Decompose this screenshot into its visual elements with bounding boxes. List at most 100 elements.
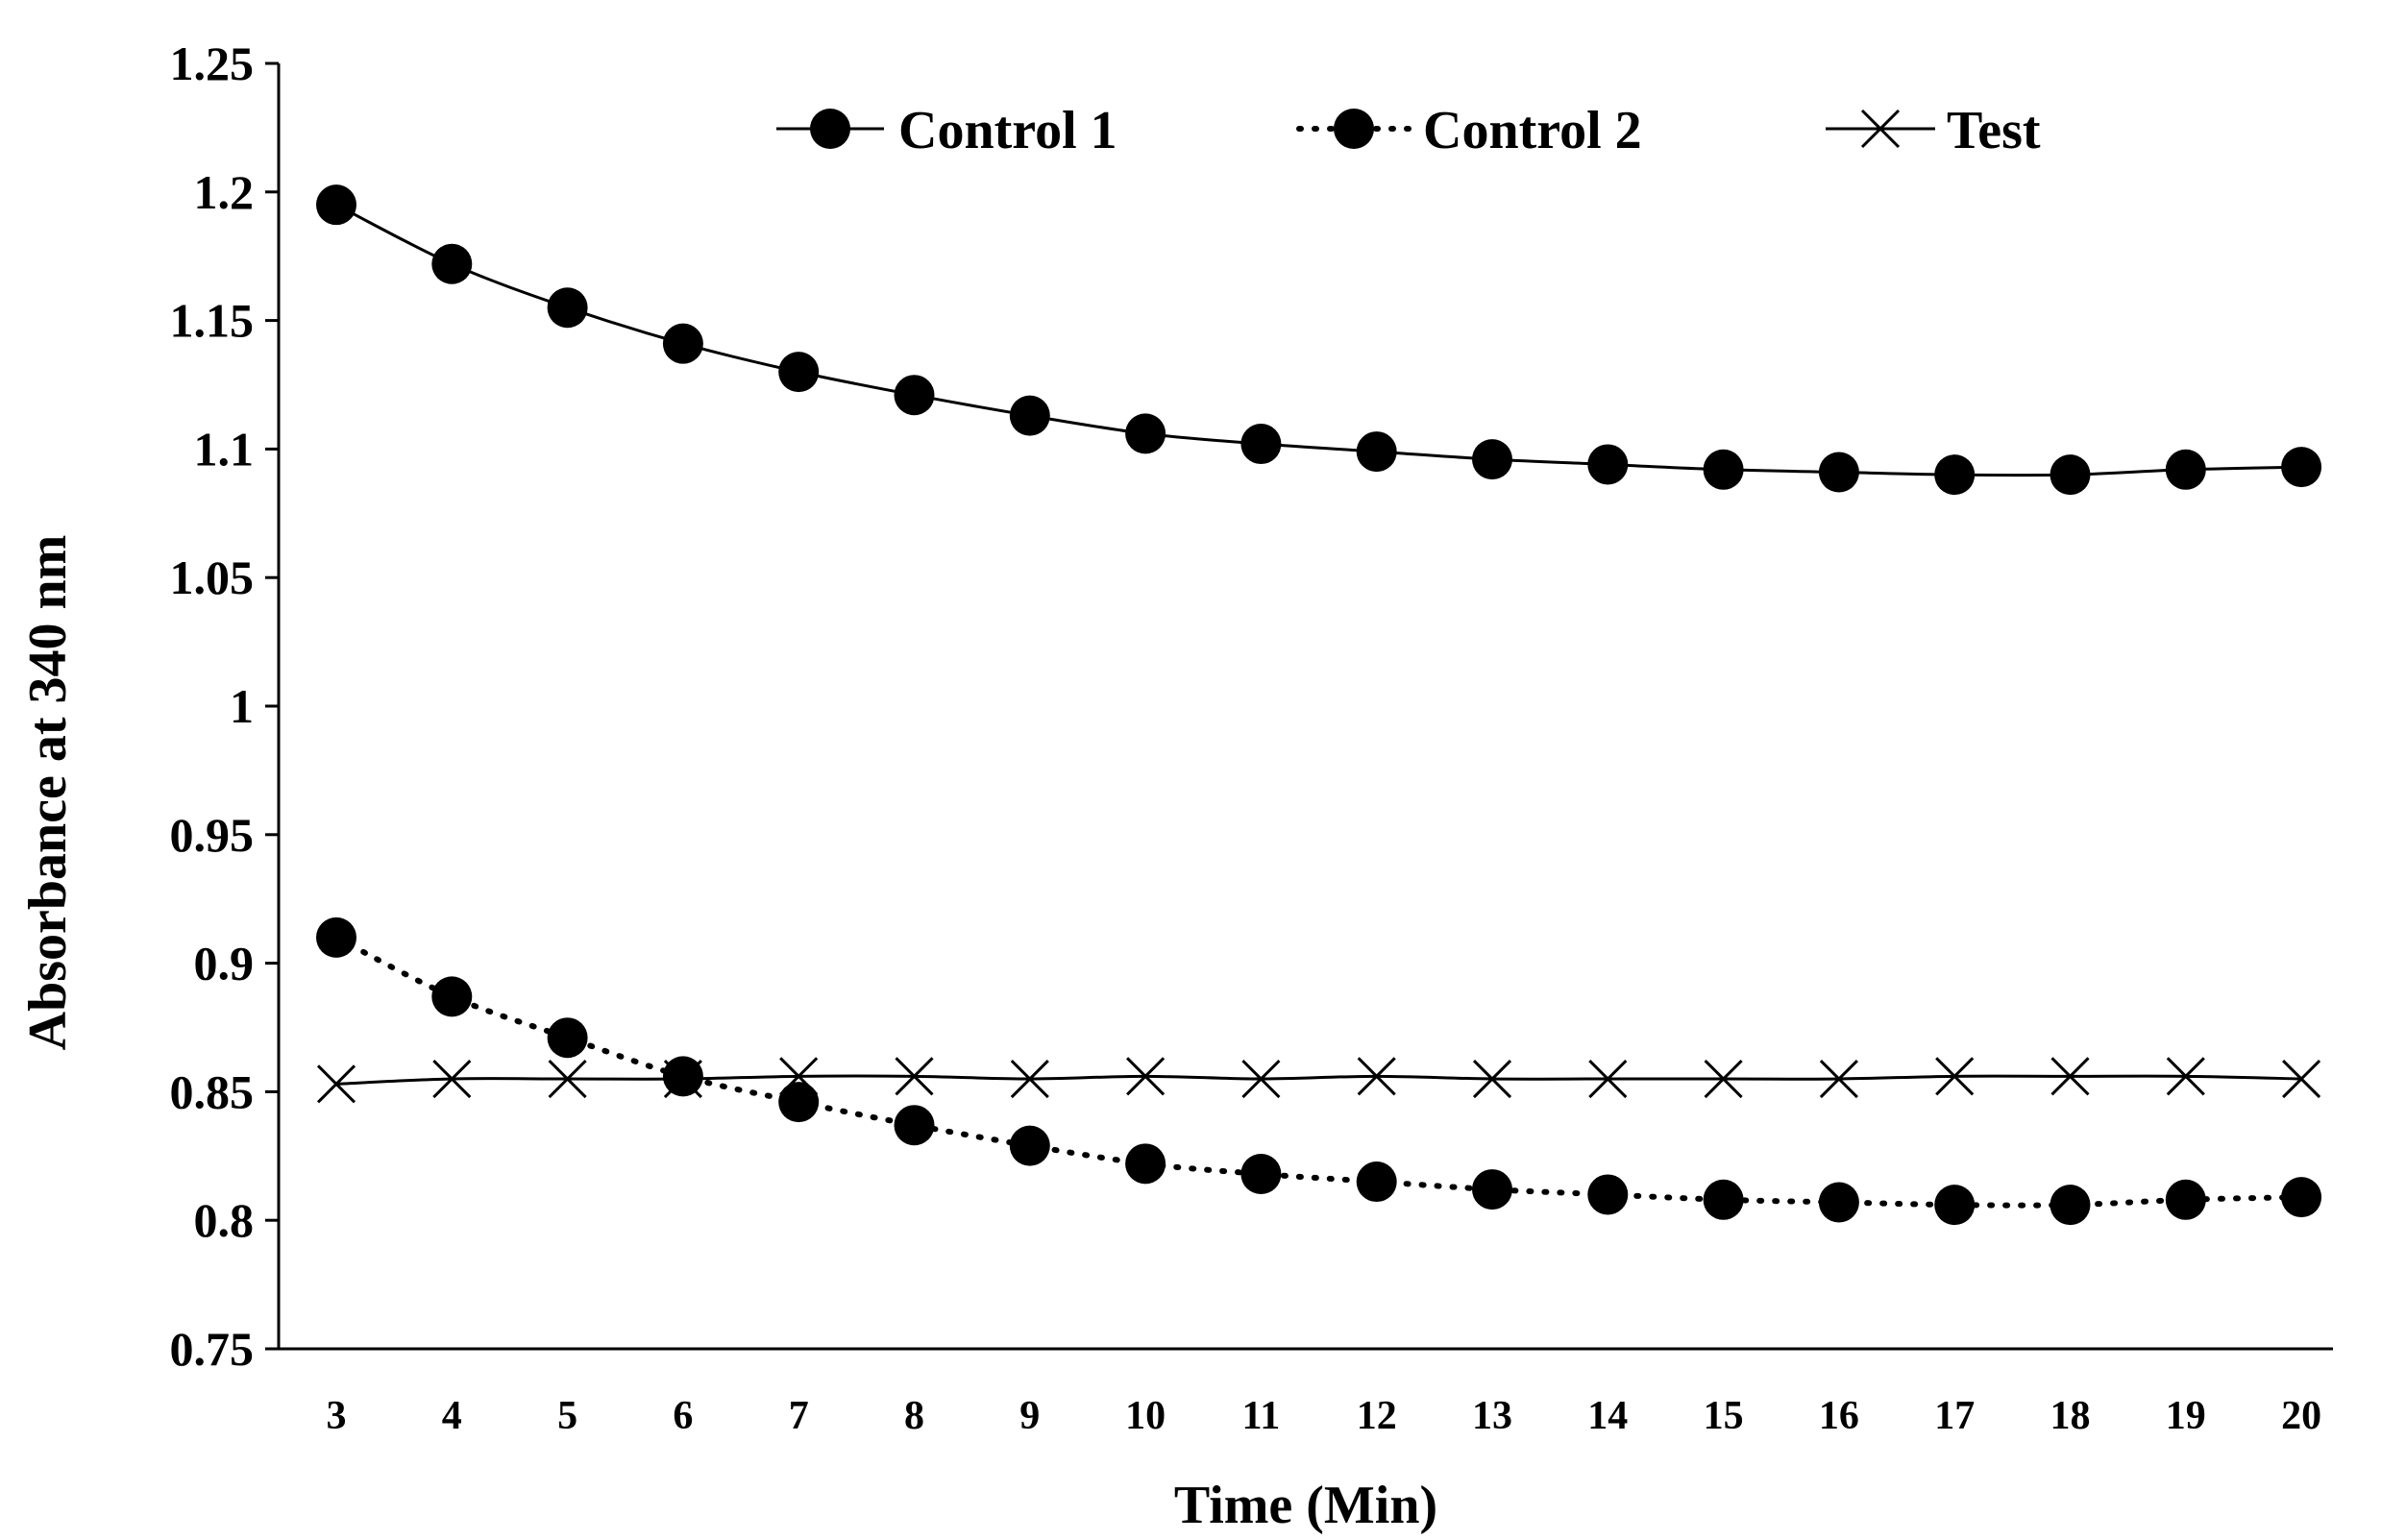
data-point: [1125, 413, 1166, 454]
data-point: [1819, 1059, 1858, 1099]
data-point: [1010, 1059, 1049, 1099]
legend-label: Control 1: [898, 101, 1117, 160]
data-point: [2281, 447, 2322, 488]
data-point: [1356, 1161, 1397, 1203]
x-marker-stroke: [1126, 1057, 1166, 1096]
y-tick-label: 0.75: [170, 1322, 255, 1376]
data-point: [431, 976, 473, 1017]
data-point: [1818, 1182, 1859, 1223]
data-point: [1241, 1059, 1281, 1099]
data-point: [663, 1059, 702, 1099]
x-marker-stroke: [1357, 1057, 1396, 1096]
legend-marker: [1860, 109, 1901, 149]
x-tick-label: 3: [327, 1394, 347, 1438]
y-tick-label: 1: [230, 679, 254, 733]
data-point: [894, 1105, 935, 1146]
data-point: [547, 1017, 588, 1059]
x-marker-stroke: [548, 1059, 587, 1099]
legend-marker: [1334, 109, 1374, 149]
x-marker-stroke: [1935, 1057, 1975, 1096]
y-tick-label: 0.85: [170, 1064, 255, 1118]
data-point: [1357, 1057, 1396, 1096]
legend-label: Test: [1947, 101, 2041, 160]
data-point: [2281, 1177, 2322, 1218]
legend-label: Control 2: [1423, 101, 1642, 160]
data-point: [432, 1059, 472, 1099]
y-tick-label: 1.1: [194, 422, 255, 476]
x-marker-stroke: [1588, 1059, 1628, 1099]
data-point: [778, 1082, 820, 1123]
data-point: [1009, 1125, 1050, 1166]
x-marker-stroke: [2282, 1059, 2321, 1099]
x-tick-label: 4: [442, 1394, 462, 1438]
series-control-1: [316, 184, 2322, 496]
data-point: [2050, 454, 2091, 496]
x-tick-label: 19: [2166, 1394, 2206, 1438]
x-marker-stroke: [1472, 1059, 1512, 1099]
series-test: [316, 1057, 2321, 1104]
data-point: [547, 287, 588, 329]
data-point: [1587, 444, 1629, 485]
x-tick-label: 8: [904, 1394, 924, 1438]
data-point: [1356, 431, 1397, 473]
y-tick-label: 1.05: [170, 550, 255, 604]
data-point: [1935, 1057, 1975, 1096]
x-marker-stroke: [2050, 1057, 2090, 1096]
data-point: [316, 917, 356, 958]
data-point: [778, 352, 820, 393]
data-point: [2165, 449, 2206, 490]
x-tick-label: 14: [1587, 1394, 1628, 1438]
x-tick-label: 7: [789, 1394, 809, 1438]
x-marker-stroke: [2166, 1057, 2205, 1096]
data-point: [1934, 1185, 1976, 1226]
y-axis-title: Absorbance at 340 nm: [18, 535, 78, 1051]
x-tick-label: 13: [1472, 1394, 1512, 1438]
x-marker-stroke: [1860, 109, 1901, 149]
data-point: [1587, 1174, 1629, 1215]
data-point: [1703, 1179, 1744, 1220]
data-point: [2282, 1059, 2321, 1099]
data-point: [1472, 439, 1512, 480]
x-marker-stroke: [663, 1059, 702, 1099]
x-tick-label: 9: [1019, 1394, 1040, 1438]
x-axis-title: Time (Min): [1174, 1476, 1437, 1535]
series-line: [335, 203, 2302, 477]
data-point: [2166, 1057, 2205, 1096]
data-point: [1240, 424, 1282, 465]
data-point: [1588, 1059, 1628, 1099]
y-tick-label: 1.2: [194, 165, 255, 219]
data-point: [1240, 1154, 1282, 1195]
data-point: [2050, 1057, 2090, 1096]
series-line: [335, 1074, 2302, 1086]
data-point: [2165, 1179, 2206, 1220]
x-marker-stroke: [1819, 1059, 1858, 1099]
x-marker-stroke: [316, 1064, 356, 1104]
x-tick-label: 16: [1819, 1394, 1859, 1438]
data-point: [316, 184, 356, 226]
data-point: [431, 243, 473, 284]
data-point: [1472, 1059, 1512, 1099]
x-tick-label: 18: [2050, 1394, 2091, 1438]
data-point: [2050, 1185, 2091, 1226]
data-point: [1703, 449, 1744, 490]
data-point: [1125, 1143, 1166, 1185]
series-control-2: [316, 917, 2322, 1226]
x-marker-stroke: [432, 1059, 472, 1099]
data-point: [895, 1057, 934, 1096]
axes: 0.75 0.8 0.85 0.9 0.95 1 1.05 1.1 1.15 1.2 1.25 3 4 5…: [170, 37, 2333, 1438]
data-point: [1472, 1169, 1512, 1210]
x-tick-label: 6: [673, 1394, 693, 1438]
x-tick-label: 5: [557, 1394, 577, 1438]
data-point: [1126, 1057, 1166, 1096]
data-point: [1704, 1059, 1743, 1099]
data-point: [316, 1064, 356, 1104]
legend: Control 1 Control 2 Test: [776, 101, 2041, 160]
data-point: [662, 1056, 703, 1097]
y-tick-label: 1.25: [170, 37, 255, 90]
legend-marker: [810, 109, 850, 149]
x-marker-stroke: [1704, 1059, 1743, 1099]
x-marker-stroke: [1241, 1059, 1281, 1099]
x-marker-stroke: [779, 1057, 819, 1096]
x-marker-stroke: [1010, 1059, 1049, 1099]
